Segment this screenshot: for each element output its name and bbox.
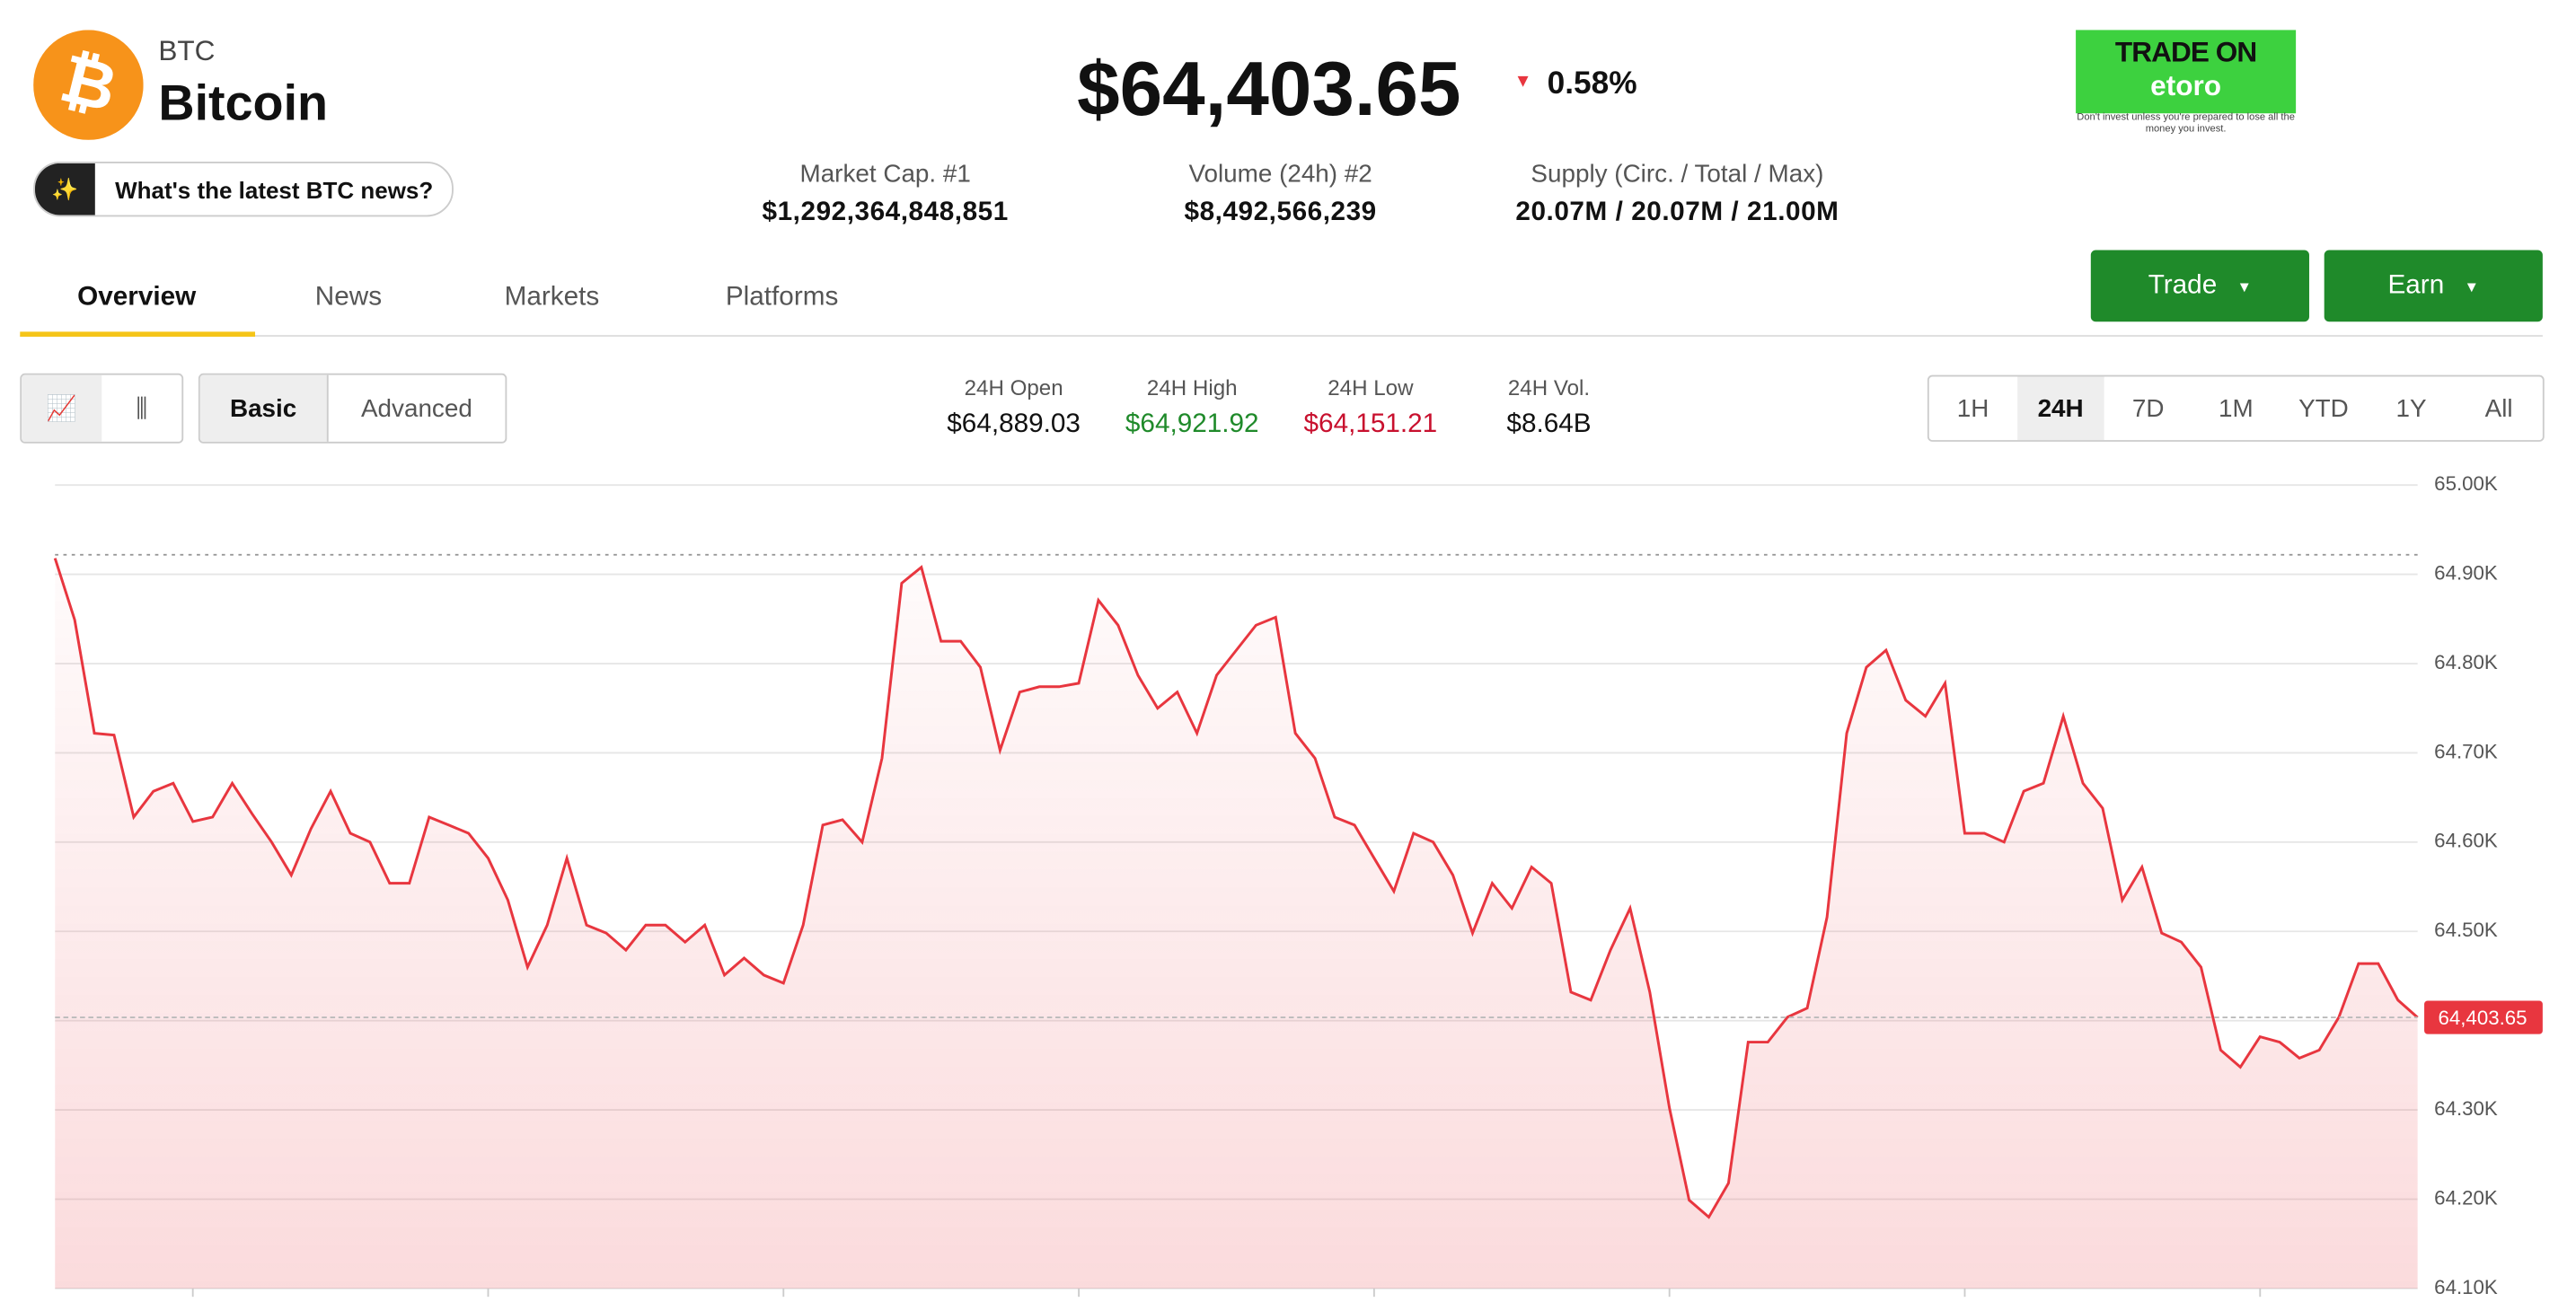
chart-type-toggle: 📈 ⫼ [20, 373, 184, 444]
day-stat-label: 24H Open [964, 374, 1063, 400]
line-chart-button[interactable]: 📈 [22, 374, 102, 442]
tab[interactable]: Platforms [725, 283, 839, 312]
chart-mode-toggle: Basic Advanced [198, 373, 507, 444]
area-fill [55, 558, 2418, 1289]
y-tick-label: 64.20K [2434, 1186, 2498, 1209]
day-stat: 24H Open $64,889.03 [913, 375, 1114, 440]
change: 0.58% [1547, 66, 1637, 102]
mode-button[interactable]: Basic [199, 374, 329, 442]
coin-name: Bitcoin [158, 76, 329, 132]
day-stat-value: $8.64B [1506, 409, 1592, 439]
stat: Volume (24h) #2 $8,492,566,239 [1030, 160, 1531, 228]
active-tab-underline [20, 331, 256, 337]
stat: Market Cap. #1 $1,292,364,848,851 [635, 160, 1135, 228]
range-button[interactable]: 1Y [2395, 394, 2427, 423]
day-stat: 24H High $64,921.92 [1092, 375, 1292, 440]
range-button[interactable]: 1M [2218, 394, 2254, 423]
stat: Supply (Circ. / Total / Max) 20.07M / 20.… [1427, 160, 1928, 228]
stat-value: 20.07M / 20.07M / 21.00M [1515, 198, 1839, 227]
current-price-tag [2424, 1000, 2543, 1034]
range-button[interactable]: All [2484, 394, 2513, 423]
sparkle-icon: ✨ [34, 163, 95, 216]
btc-logo: ₿ [33, 30, 144, 140]
y-tick-label: 65.00K [2434, 472, 2498, 495]
y-tick-label: 64.30K [2434, 1097, 2498, 1120]
range-toggle: 1H 24H 7D 1M YTD 1Y All [1927, 374, 2545, 442]
stat-label: Volume (24h) #2 [1188, 160, 1372, 189]
stat-value: $1,292,364,848,851 [762, 198, 1009, 227]
range-button[interactable]: YTD [2298, 394, 2349, 423]
candle-chart-button[interactable]: ⫼ [136, 394, 148, 423]
day-stat: 24H Low $64,151.21 [1271, 375, 1471, 440]
news-prompt[interactable]: ✨ What's the latest BTC news? [33, 162, 454, 217]
y-tick-label: 64.50K [2434, 919, 2498, 941]
price: $64,403.65 [1077, 45, 1461, 132]
day-stat-label: 24H Vol. [1507, 374, 1591, 400]
y-tick-label: 64.60K [2434, 830, 2498, 852]
ad-line1: TRADE ON [2114, 36, 2257, 69]
day-stat-label: 24H Low [1328, 374, 1414, 400]
button-label: Earn [2387, 270, 2445, 300]
day-stat: 24H Vol. $8.64B [1449, 375, 1649, 440]
price-line [53, 558, 2419, 1219]
ad-banner[interactable]: TRADE ON etoro [2076, 30, 2297, 114]
stat-value: $8,492,566,239 [1184, 198, 1377, 227]
news-prompt-text: What's the latest BTC news? [115, 175, 434, 203]
tab[interactable]: Markets [504, 283, 600, 312]
y-tick-label: 64.10K [2434, 1276, 2498, 1298]
current-price-label: 64,403.65 [2438, 1007, 2527, 1029]
caret: ▼ [2236, 277, 2253, 295]
button-label: Trade [2148, 270, 2218, 300]
ad-line2: etoro [2150, 69, 2222, 102]
range-button[interactable]: 7D [2131, 394, 2165, 423]
day-stat-value: $64,889.03 [947, 409, 1081, 439]
symbol: BTC [158, 34, 216, 67]
caret: ▼ [2464, 277, 2480, 295]
dropdown-button[interactable]: Trade ▼ [2090, 250, 2309, 322]
tab[interactable]: Overview [77, 283, 197, 312]
dropdown-button[interactable]: Earn ▼ [2324, 250, 2543, 322]
stat-label: Supply (Circ. / Total / Max) [1531, 160, 1824, 189]
tab[interactable]: News [314, 283, 383, 312]
y-tick-label: 64.80K [2434, 651, 2498, 673]
tab-divider [20, 335, 2543, 337]
stat-label: Market Cap. #1 [799, 160, 971, 189]
range-button[interactable]: 24H [2016, 376, 2104, 441]
range-button[interactable]: 1H [1956, 394, 1989, 423]
down-arrow: ▼ [1513, 71, 1532, 92]
ad-disclaimer: Don't invest unless you're prepared to l… [2077, 113, 2295, 136]
day-stat-value: $64,921.92 [1125, 409, 1259, 439]
y-tick-label: 64.90K [2434, 561, 2498, 584]
day-stat-value: $64,151.21 [1303, 409, 1438, 439]
mode-button[interactable]: Advanced [360, 394, 472, 423]
y-tick-label: 64.70K [2434, 740, 2498, 762]
day-stat-label: 24H High [1146, 374, 1238, 400]
